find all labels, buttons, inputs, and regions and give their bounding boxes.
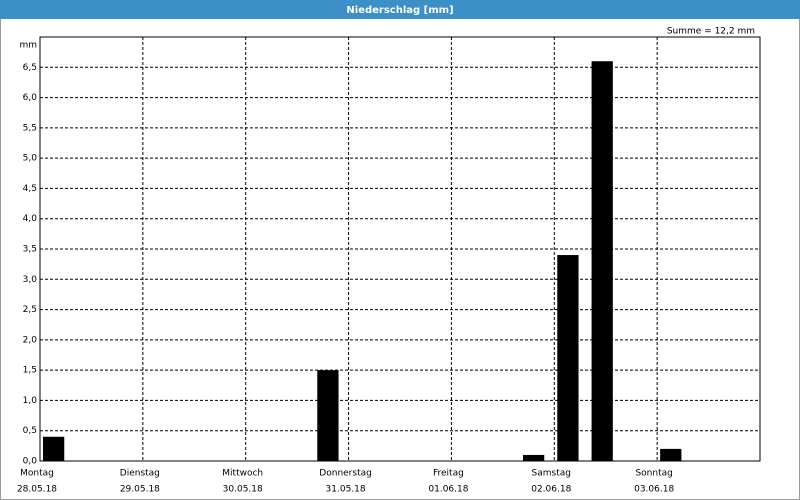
y-tick-label: 2,5	[23, 305, 37, 315]
x-tick-label: Freitag	[433, 469, 464, 479]
x-tick-label: Montag	[20, 469, 54, 479]
x-tick-date: 03.06.18	[634, 485, 674, 495]
x-tick-date: 02.06.18	[531, 485, 571, 495]
title-bar	[0, 0, 800, 19]
y-tick-label: 0,0	[23, 457, 38, 467]
x-tick-label: Mittwoch	[222, 469, 263, 479]
chart-title: Niederschlag [mm]	[346, 5, 453, 16]
x-tick-label: Samstag	[532, 469, 571, 479]
x-tick-label: Dienstag	[120, 469, 160, 479]
x-tick-date: 01.06.18	[428, 485, 468, 495]
bar	[660, 448, 682, 461]
y-axis-label: mm	[19, 41, 37, 51]
y-tick-label: 4,0	[23, 214, 38, 224]
x-tick-date: 31.05.18	[326, 485, 366, 495]
y-tick-label: 2,0	[23, 335, 38, 345]
y-tick-label: 1,0	[23, 396, 38, 406]
y-tick-label: 1,5	[23, 366, 37, 376]
bar	[523, 454, 545, 461]
y-tick-label: 5,5	[23, 123, 37, 133]
y-tick-label: 4,5	[23, 184, 37, 194]
bar	[591, 61, 613, 461]
y-tick-label: 5,0	[23, 154, 38, 164]
bar	[43, 436, 65, 461]
x-tick-date: 29.05.18	[120, 485, 160, 495]
x-tick-label: Donnerstag	[319, 469, 372, 479]
bar	[317, 370, 339, 461]
annotation: Summe = 12,2 mm	[667, 27, 755, 37]
y-tick-label: 0,5	[23, 426, 37, 436]
x-tick-label: Sonntag	[635, 469, 672, 479]
bar	[557, 255, 579, 461]
y-tick-label: 3,5	[23, 245, 37, 255]
y-tick-label: 6,0	[23, 93, 38, 103]
x-tick-date: 28.05.18	[17, 485, 57, 495]
y-tick-label: 3,0	[23, 275, 38, 285]
plot-frame	[39, 36, 761, 462]
y-tick-label: 6,5	[23, 63, 37, 73]
x-tick-date: 30.05.18	[223, 485, 263, 495]
